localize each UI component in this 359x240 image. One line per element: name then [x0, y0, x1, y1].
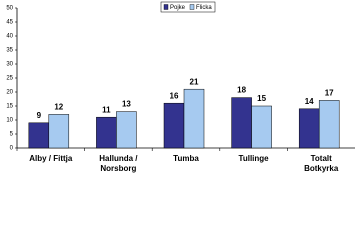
bar: [163, 102, 185, 149]
y-tick-label: 50: [6, 6, 13, 12]
y-tick-label: 45: [6, 20, 13, 26]
bar: [251, 105, 272, 149]
legend: [160, 1, 216, 13]
x-tick-label: Hallunda / Norsborg: [99, 154, 138, 173]
y-tick-label: 40: [6, 34, 13, 40]
bar: [116, 111, 137, 149]
bar: [28, 122, 50, 149]
value-label: 12: [54, 103, 63, 112]
y-tick-label: 30: [6, 62, 13, 68]
value-label: 11: [102, 105, 111, 114]
value-label: 9: [37, 111, 42, 120]
bar: [318, 100, 340, 149]
legend-swatch: [189, 4, 195, 10]
bar: [48, 114, 70, 149]
bar: [298, 108, 320, 149]
y-tick-label: 20: [6, 90, 13, 96]
value-label: 13: [122, 100, 131, 109]
y-tick-label: 25: [6, 76, 13, 82]
y-tick-label: 5: [10, 132, 14, 138]
x-tick-label: Alby / Fittja: [29, 154, 73, 163]
value-label: 21: [190, 77, 199, 86]
x-tick-label: Tullinge: [238, 154, 269, 163]
chart: 0 5 10 15 20 25 30 35 40 45 50 Pojke Flicka 9 12 11 13 16…: [6, 1, 355, 173]
y-tick-label: 10: [6, 118, 13, 124]
legend-label: Pojke: [170, 5, 186, 11]
legend-swatch: [163, 4, 169, 10]
value-label: 16: [170, 91, 179, 100]
value-label: 17: [325, 89, 334, 98]
chart-svg: 0 5 10 15 20 25 30 35 40 45 50 Pojke Flicka 9 12 11 13 16…: [6, 1, 355, 152]
bar: [183, 88, 205, 149]
bar: [96, 116, 117, 149]
x-tick-label: Totalt Botkyrka: [304, 154, 339, 173]
x-tick-label: Tumba: [173, 154, 199, 163]
legend-label: Flicka: [196, 5, 212, 11]
value-label: 18: [237, 86, 246, 95]
bar: [231, 97, 252, 149]
value-label: 15: [257, 94, 266, 103]
y-tick-label: 35: [6, 48, 13, 54]
y-tick-label: 15: [6, 104, 13, 110]
value-label: 14: [305, 97, 314, 106]
y-tick-label: 0: [10, 146, 14, 152]
